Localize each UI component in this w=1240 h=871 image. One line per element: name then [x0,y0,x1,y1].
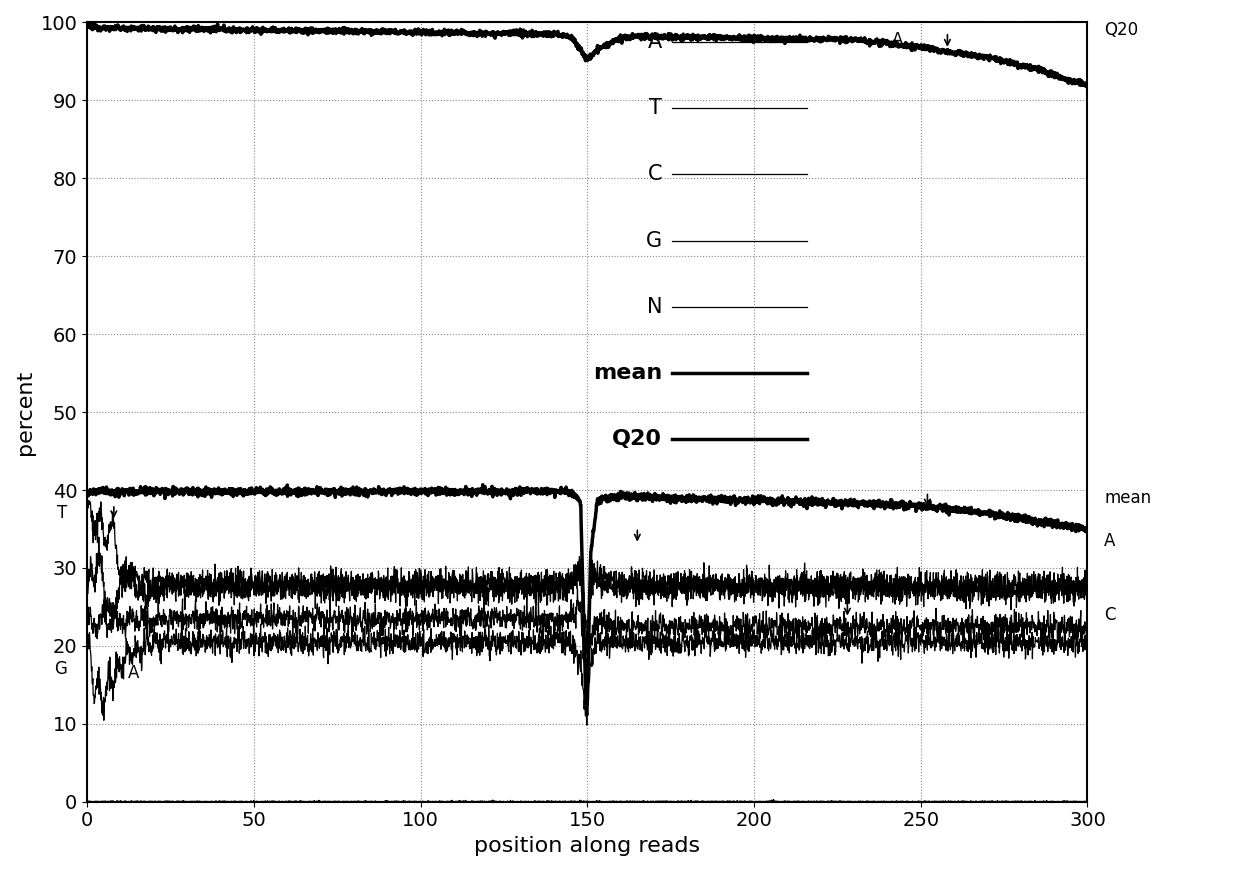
X-axis label: position along reads: position along reads [474,836,701,856]
Text: Q20: Q20 [613,429,662,449]
Text: A: A [649,32,662,52]
Y-axis label: percent: percent [15,369,35,455]
Text: A: A [892,30,903,49]
Text: mean: mean [1104,489,1151,507]
Text: A: A [128,665,140,682]
Text: N: N [647,297,662,317]
Text: C: C [1104,605,1116,624]
Text: Q20: Q20 [1104,21,1138,39]
Text: mean: mean [593,363,662,383]
Text: C: C [647,165,662,185]
Text: T: T [650,98,662,118]
Text: G: G [55,660,67,679]
Text: G: G [646,231,662,251]
Text: T: T [57,504,67,523]
Text: A: A [1104,531,1116,550]
